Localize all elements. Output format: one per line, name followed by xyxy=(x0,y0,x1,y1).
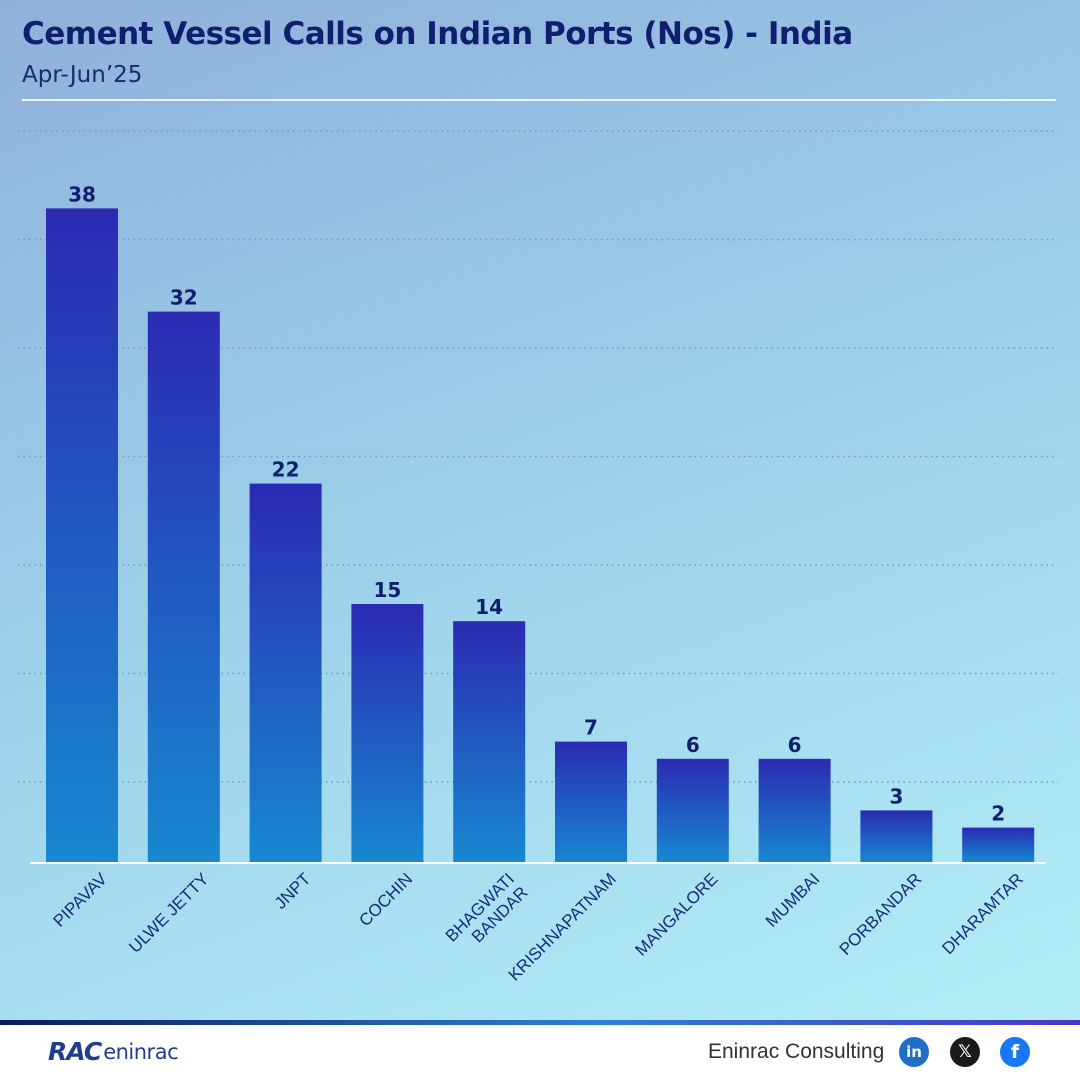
bar-mumbai xyxy=(758,758,831,862)
value-label: 3 xyxy=(889,784,903,808)
category-label: ULWE JETTY xyxy=(125,869,212,956)
category-label: KRISHNAPATNAM xyxy=(505,869,620,984)
value-label: 6 xyxy=(686,733,700,757)
category-label: DHARAMTAR xyxy=(938,869,1027,958)
bar-porbandar xyxy=(860,810,933,862)
value-label: 22 xyxy=(272,458,300,482)
footer: RAC eninrac Eninrac Consulting in 𝕏 f xyxy=(0,1020,1080,1080)
category-label: BHAGWATIBANDAR xyxy=(442,869,532,959)
footer-accent-bar xyxy=(0,1020,1080,1025)
x-icon[interactable]: 𝕏 xyxy=(950,1037,980,1067)
category-label: JNPT xyxy=(271,869,314,912)
chart-subtitle: Apr-Jun’25 xyxy=(22,62,143,88)
logo-mark: RAC xyxy=(48,1037,102,1066)
category-label: MANGALORE xyxy=(631,869,721,959)
bar-pipavav xyxy=(46,208,118,862)
bars xyxy=(46,208,1035,863)
value-label: 38 xyxy=(68,182,96,206)
linkedin-icon[interactable]: in xyxy=(899,1037,929,1067)
value-label: 7 xyxy=(584,716,598,740)
value-label: 2 xyxy=(991,802,1005,826)
eninrac-logo: RAC eninrac xyxy=(48,1037,179,1066)
bar-mangalore xyxy=(656,758,729,862)
value-label: 32 xyxy=(170,286,198,310)
category-label: PIPAVAV xyxy=(50,869,112,931)
bar-cochin xyxy=(351,604,424,862)
facebook-icon[interactable]: f xyxy=(1000,1037,1030,1067)
value-label: 14 xyxy=(475,595,503,619)
value-label: 6 xyxy=(788,733,802,757)
bar-bhagwati-bandar xyxy=(453,621,526,862)
company-name: Eninrac Consulting xyxy=(708,1040,885,1063)
value-label: 15 xyxy=(373,578,401,602)
bar-ulwe-jetty xyxy=(147,311,220,863)
bar-krishnapatnam xyxy=(555,741,627,862)
bar-jnpt xyxy=(249,483,322,862)
category-label: MUMBAI xyxy=(762,869,824,931)
title-divider xyxy=(22,99,1056,101)
logo-text: eninrac xyxy=(103,1039,179,1064)
bar-dharamtar xyxy=(962,827,1035,862)
category-label: PORBANDAR xyxy=(836,869,926,959)
category-labels: PIPAVAV ULWE JETTY JNPT COCHIN BHAGWATIBANDA… xyxy=(50,869,1028,985)
category-label: COCHIN xyxy=(355,869,416,930)
chart-title: Cement Vessel Calls on Indian Ports (Nos… xyxy=(22,16,853,52)
